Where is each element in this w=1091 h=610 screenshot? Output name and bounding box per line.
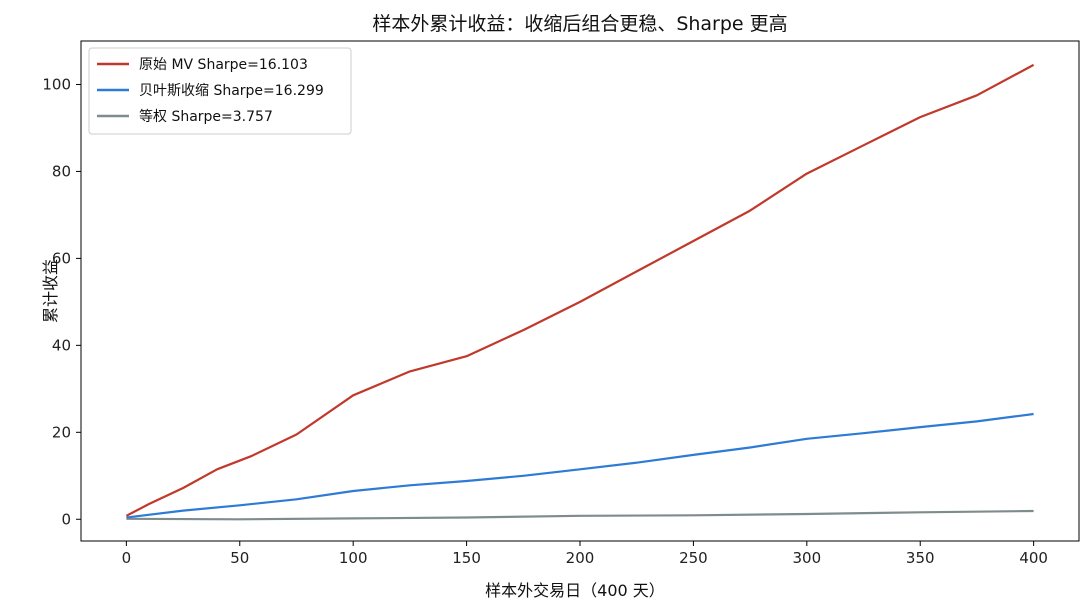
x-tick-label: 0	[122, 549, 132, 567]
y-tick-label: 60	[52, 249, 71, 267]
x-tick-label: 100	[339, 549, 368, 567]
y-axis: 0 20 40 60 80 100	[42, 75, 81, 528]
series-lines	[125, 63, 1035, 521]
legend: 原始 MV Sharpe=16.103 贝叶斯收缩 Sharpe=16.299 等权…	[88, 47, 352, 135]
series-line-2	[126, 509, 1034, 521]
x-axis: 0 50 100 150 200 250 300 350 400	[122, 541, 1048, 567]
x-tick-label: 300	[792, 549, 821, 567]
series-line-1	[126, 412, 1034, 519]
y-tick-label: 20	[52, 423, 71, 441]
legend-label: 等权 Sharpe=3.757	[139, 108, 273, 125]
legend-box	[88, 47, 352, 135]
x-tick-label: 50	[230, 549, 249, 567]
legend-label: 原始 MV Sharpe=16.103	[139, 57, 308, 73]
y-tick-label: 100	[42, 75, 71, 93]
chart-title: 样本外累计收益：收缩后组合更稳、Sharpe 更高	[372, 13, 787, 35]
x-tick-label: 150	[452, 549, 481, 567]
y-tick-label: 0	[61, 510, 71, 528]
y-axis-title: 累计收益	[41, 259, 60, 323]
x-axis-title: 样本外交易日（400 天）	[485, 581, 665, 600]
x-tick-label: 200	[566, 549, 595, 567]
series-line-0	[125, 63, 1035, 517]
x-tick-label: 350	[906, 549, 935, 567]
y-tick-label: 40	[52, 336, 71, 354]
x-tick-label: 400	[1019, 549, 1048, 567]
legend-label: 贝叶斯收缩 Sharpe=16.299	[139, 83, 324, 99]
y-tick-label: 80	[52, 162, 71, 180]
x-tick-label: 250	[679, 549, 708, 567]
